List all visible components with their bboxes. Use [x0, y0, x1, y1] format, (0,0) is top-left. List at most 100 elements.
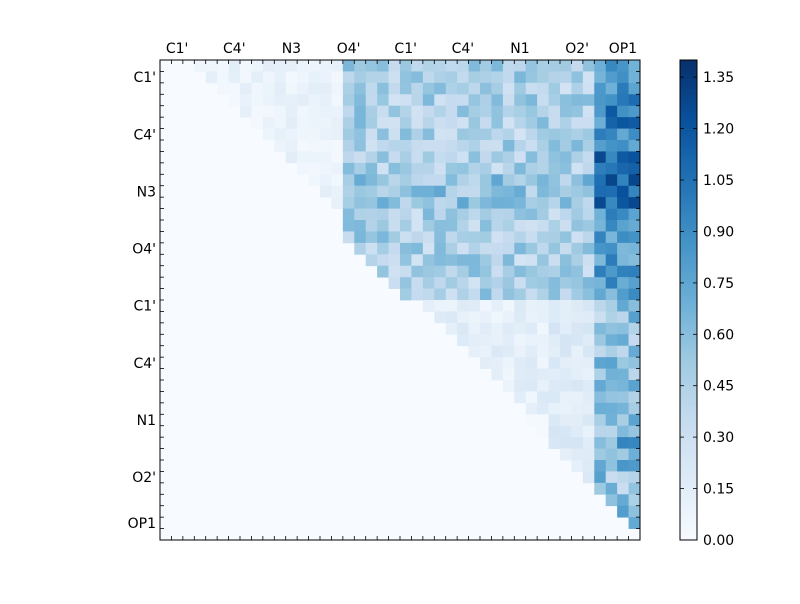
- heatmap-cell: [617, 140, 629, 152]
- heatmap-cell: [514, 208, 527, 221]
- heatmap-cell: [502, 254, 515, 267]
- heatmap-cell: [308, 151, 321, 164]
- heatmap-cell: [468, 185, 481, 198]
- heatmap-cell: [605, 334, 618, 347]
- heatmap-cell: [285, 105, 298, 118]
- heatmap-cell: [331, 82, 344, 95]
- heatmap-cell: [502, 197, 515, 209]
- heatmap-cell: [468, 117, 481, 129]
- heatmap-cell: [491, 288, 504, 301]
- heatmap-cell: [617, 402, 629, 415]
- heatmap-cell: [480, 94, 492, 107]
- heatmap-cell: [537, 105, 549, 118]
- heatmap-cell: [537, 185, 549, 198]
- heatmap-cell: [605, 437, 618, 449]
- heatmap-cell: [480, 231, 492, 244]
- heatmap-cell: [582, 151, 595, 164]
- heatmap-cell: [502, 82, 515, 95]
- heatmap-cell: [548, 105, 561, 118]
- heatmap-cell: [468, 334, 481, 347]
- heatmap-cell: [537, 288, 549, 301]
- heatmap-cell: [274, 128, 287, 141]
- heatmap-cell: [411, 220, 424, 232]
- heatmap-cell: [445, 185, 458, 198]
- heatmap-cell: [548, 300, 561, 312]
- heatmap-cell: [342, 185, 355, 198]
- heatmap-cell: [308, 105, 321, 118]
- heatmap-cell: [388, 254, 401, 267]
- heatmap-cell: [571, 357, 584, 369]
- heatmap-cell: [537, 265, 549, 278]
- heatmap-cell: [457, 162, 469, 175]
- heatmap-cell: [548, 197, 561, 209]
- heatmap-cell: [582, 208, 595, 221]
- heatmap-cell: [628, 494, 641, 507]
- heatmap-cell: [628, 322, 641, 335]
- heatmap-cell: [560, 197, 572, 209]
- heatmap-cell: [617, 94, 629, 107]
- heatmap-cell: [548, 277, 561, 289]
- heatmap-cell: [331, 140, 344, 152]
- heatmap-cell: [594, 60, 607, 72]
- heatmap-cell: [594, 460, 607, 472]
- heatmap-cell: [445, 322, 458, 335]
- heatmap-cell: [594, 185, 607, 198]
- heatmap-cell: [537, 128, 549, 141]
- heatmap-cell: [571, 322, 584, 335]
- heatmap-cell: [388, 162, 401, 175]
- heatmap-cell: [525, 162, 538, 175]
- heatmap-cell: [628, 288, 641, 301]
- heatmap-cell: [480, 345, 492, 358]
- heatmap-cell: [548, 117, 561, 129]
- heatmap-cell: [605, 197, 618, 209]
- heatmap-cell: [571, 220, 584, 232]
- heatmap-cell: [342, 220, 355, 232]
- heatmap-cell: [411, 82, 424, 95]
- heatmap-cell: [548, 322, 561, 335]
- heatmap-cell: [594, 220, 607, 232]
- heatmap-cell: [628, 357, 641, 369]
- heatmap-cell: [354, 128, 367, 141]
- heatmap-cell: [571, 60, 584, 72]
- heatmap-cell: [377, 174, 389, 187]
- heatmap-cell: [571, 197, 584, 209]
- heatmap-cell: [605, 174, 618, 187]
- heatmap-cell: [331, 151, 344, 164]
- heatmap-cell: [320, 174, 332, 187]
- heatmap-cell: [480, 71, 492, 84]
- heatmap-cell: [594, 414, 607, 427]
- heatmap-cell: [297, 162, 309, 175]
- heatmap-cell: [537, 174, 549, 187]
- heatmap-cell: [491, 185, 504, 198]
- heatmap-cell: [422, 71, 435, 84]
- heatmap-cell: [582, 357, 595, 369]
- heatmap-cell: [571, 117, 584, 129]
- heatmap-cell: [582, 380, 595, 392]
- heatmap-cell: [514, 288, 527, 301]
- heatmap-cell: [365, 117, 378, 129]
- heatmap-cell: [514, 117, 527, 129]
- heatmap-cell: [411, 242, 424, 255]
- x-tick-label: C4': [223, 41, 246, 57]
- heatmap-cell: [457, 71, 469, 84]
- heatmap-cell: [308, 71, 321, 84]
- heatmap-cell: [445, 254, 458, 267]
- heatmap-cell: [365, 242, 378, 255]
- heatmap-cell: [548, 140, 561, 152]
- heatmap-cell: [240, 82, 252, 95]
- heatmap-cell: [388, 105, 401, 118]
- heatmap-cell: [342, 105, 355, 118]
- heatmap-cell: [400, 71, 412, 84]
- heatmap-cell: [514, 197, 527, 209]
- heatmap-cell: [514, 311, 527, 324]
- heatmap-cell: [571, 162, 584, 175]
- heatmap-cell: [514, 254, 527, 267]
- heatmap-cell: [411, 174, 424, 187]
- heatmap-cell: [491, 60, 504, 72]
- heatmap-cell: [411, 277, 424, 289]
- heatmap-cell: [491, 208, 504, 221]
- heatmap-cell: [548, 334, 561, 347]
- heatmap-cell: [354, 197, 367, 209]
- heatmap-cell: [491, 277, 504, 289]
- heatmap-cell: [342, 128, 355, 141]
